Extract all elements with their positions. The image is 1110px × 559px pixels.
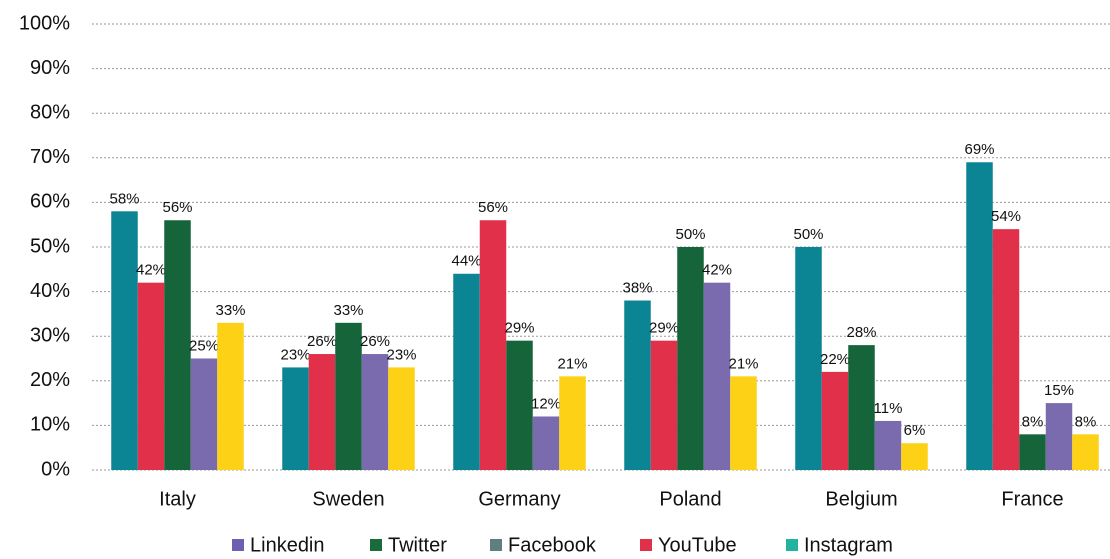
bar (624, 300, 651, 470)
value-label: 28% (846, 324, 876, 341)
value-label: 8% (1075, 413, 1097, 430)
legend-label: Twitter (388, 534, 447, 556)
bar (137, 282, 165, 470)
value-label: 50% (793, 226, 823, 243)
x-tick-label: Sweden (312, 488, 384, 510)
bar (335, 322, 362, 470)
y-tick-label: 80% (30, 101, 70, 123)
bar (479, 220, 507, 470)
bar (821, 371, 849, 470)
value-label: 69% (964, 141, 994, 158)
value-label: 42% (136, 262, 166, 279)
y-tick-label: 0% (41, 458, 70, 480)
y-tick-label: 20% (30, 369, 70, 391)
bar (677, 247, 704, 470)
value-label: 44% (451, 253, 481, 270)
bar (506, 340, 533, 470)
bar (1045, 403, 1073, 470)
y-tick-label: 30% (30, 324, 70, 346)
bar (217, 322, 244, 470)
value-label: 11% (874, 400, 903, 417)
value-label: 12% (531, 395, 561, 412)
legend-swatch (640, 539, 652, 551)
bar (795, 247, 822, 470)
value-label: 33% (215, 302, 245, 319)
value-label: 26% (360, 333, 390, 350)
legend-swatch (232, 539, 244, 551)
bar (1019, 434, 1046, 470)
x-tick-label: Belgium (825, 488, 897, 510)
bar (1072, 434, 1099, 470)
bar (164, 220, 191, 470)
bar (730, 376, 757, 470)
bar (559, 376, 586, 470)
x-tick-label: Germany (478, 488, 560, 510)
bar (874, 420, 902, 470)
y-tick-label: 50% (30, 235, 70, 257)
value-label: 21% (728, 355, 758, 372)
value-label: 42% (702, 262, 732, 279)
y-tick-label: 90% (30, 57, 70, 79)
value-label: 15% (1044, 382, 1074, 399)
value-label: 23% (386, 346, 416, 363)
bar (901, 443, 928, 470)
bar (111, 211, 138, 470)
value-label: 56% (162, 199, 192, 216)
y-tick-label: 70% (30, 146, 70, 168)
y-tick-label: 60% (30, 191, 70, 213)
legend-label: YouTube (658, 534, 737, 556)
value-label: 50% (675, 226, 705, 243)
bar (308, 354, 336, 470)
value-label: 29% (649, 320, 679, 337)
legend-label: Linkedin (250, 534, 325, 556)
bar (388, 367, 415, 470)
bar (532, 416, 560, 470)
value-label: 6% (904, 422, 926, 439)
value-label: 23% (280, 346, 310, 363)
x-tick-label: Italy (159, 488, 196, 510)
value-label: 26% (307, 333, 337, 350)
y-tick-label: 10% (30, 414, 70, 436)
value-label: 21% (557, 355, 587, 372)
bar (703, 282, 731, 470)
legend-swatch (370, 539, 382, 551)
value-label: 56% (478, 199, 508, 216)
y-tick-label: 100% (19, 12, 70, 34)
bar (190, 358, 218, 470)
bar (992, 229, 1020, 470)
legend-label: Facebook (508, 534, 597, 556)
legend-swatch (490, 539, 502, 551)
value-label: 29% (504, 320, 534, 337)
legend-label: Instagram (804, 534, 893, 556)
bar (848, 345, 875, 470)
value-label: 54% (991, 208, 1021, 225)
y-tick-label: 40% (30, 280, 70, 302)
value-label: 8% (1022, 413, 1044, 430)
bar (966, 162, 993, 470)
bar (282, 367, 309, 470)
x-tick-label: Poland (659, 488, 721, 510)
legend-swatch (786, 539, 798, 551)
value-label: 33% (333, 302, 363, 319)
bar (650, 340, 678, 470)
bar (361, 354, 389, 470)
bar (453, 273, 480, 470)
value-label: 58% (109, 190, 139, 207)
value-label: 22% (820, 351, 850, 368)
x-tick-label: France (1001, 488, 1063, 510)
value-label: 38% (622, 279, 652, 296)
value-label: 25% (189, 337, 219, 354)
